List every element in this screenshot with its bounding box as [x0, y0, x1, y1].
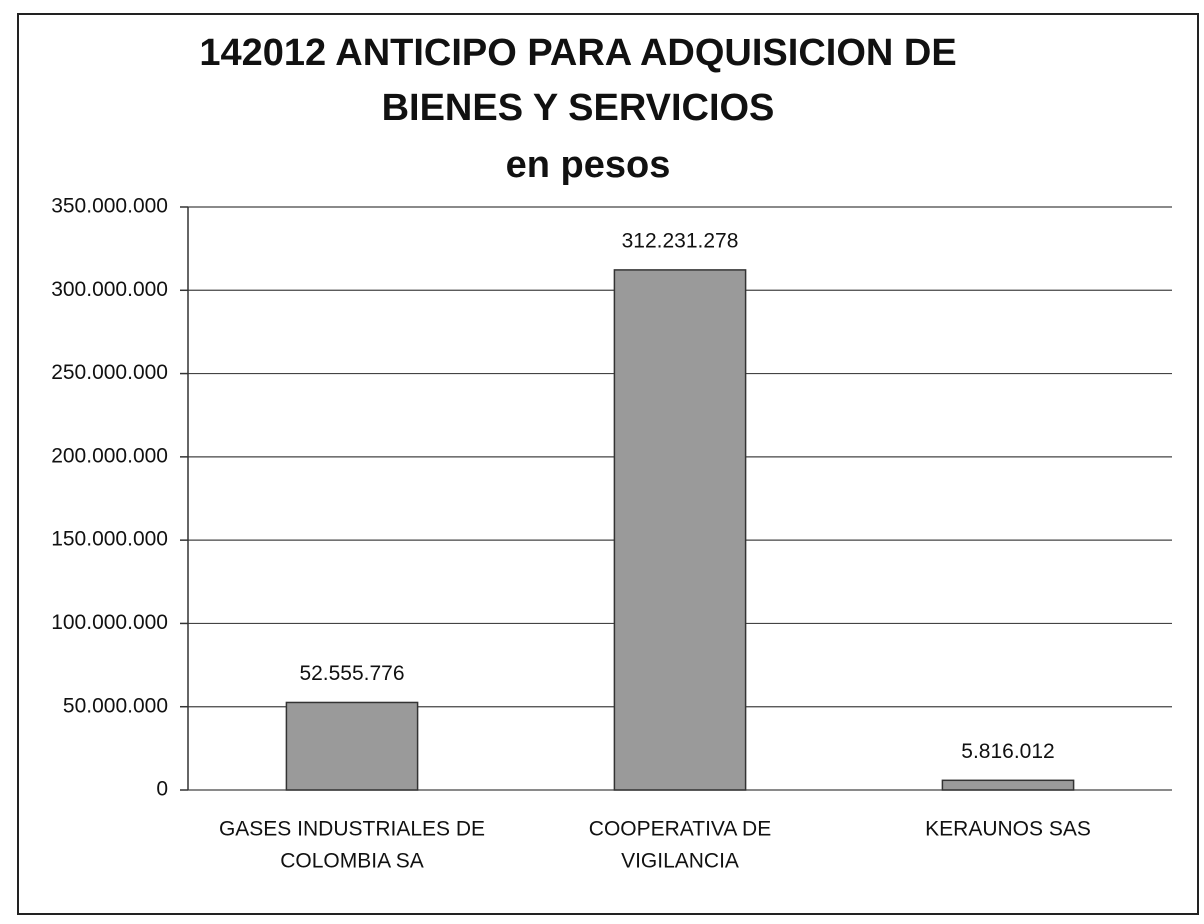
x-tick-label: COLOMBIA SA [280, 850, 424, 873]
chart-subtitle: en pesos [506, 144, 671, 186]
value-label: 312.231.278 [622, 229, 739, 252]
y-tick-label: 350.000.000 [51, 195, 168, 218]
chart-title: 142012 ANTICIPO PARA ADQUISICION DE [199, 32, 956, 74]
x-tick-label: VIGILANCIA [621, 850, 739, 873]
y-tick-label: 150.000.000 [51, 528, 168, 551]
value-label: 52.555.776 [299, 662, 404, 685]
y-tick-label: 50.000.000 [63, 694, 168, 717]
x-tick-label: COOPERATIVA DE [589, 818, 771, 841]
bar [941, 779, 1075, 791]
chart-title: BIENES Y SERVICIOS [382, 87, 775, 129]
y-tick-label: 0 [156, 778, 168, 801]
y-tick-label: 300.000.000 [51, 278, 168, 301]
y-tick-label: 250.000.000 [51, 361, 168, 384]
y-tick-label: 200.000.000 [51, 444, 168, 467]
value-label: 5.816.012 [961, 740, 1054, 763]
x-tick-label: GASES INDUSTRIALES DE [219, 818, 485, 841]
x-tick-label: KERAUNOS SAS [925, 818, 1091, 841]
chart-border [17, 13, 1199, 915]
y-tick-label: 100.000.000 [51, 611, 168, 634]
bar [285, 701, 419, 791]
bar [613, 269, 747, 791]
